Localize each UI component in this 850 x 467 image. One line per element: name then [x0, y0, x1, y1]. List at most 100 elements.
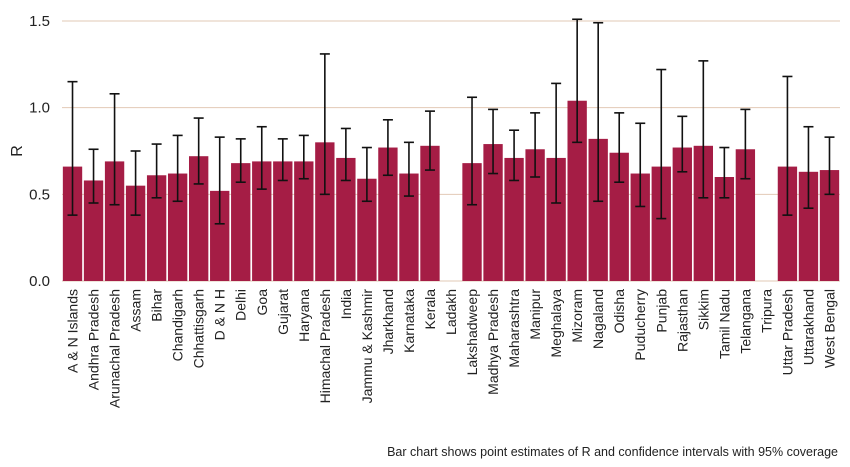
- x-category-label: Mizoram: [569, 289, 585, 343]
- error-bar: [109, 93, 120, 206]
- x-category-label: Tamil Nadu: [716, 289, 732, 359]
- bar: [546, 157, 566, 281]
- error-bar: [340, 127, 351, 182]
- x-category-label: Arunachal Pradesh: [107, 289, 123, 408]
- x-category-label: Himachal Pradesh: [317, 289, 333, 403]
- bar: [714, 177, 735, 281]
- x-category-label: Andhra Pradesh: [86, 289, 102, 390]
- x-category-label: Uttar Pradesh: [779, 289, 795, 375]
- error-bar: [424, 110, 435, 171]
- y-tick-label: 1.0: [29, 100, 50, 117]
- bar: [483, 144, 503, 281]
- error-bar: [509, 129, 520, 182]
- bar: [504, 157, 524, 281]
- error-bar: [319, 53, 330, 196]
- bar: [819, 170, 840, 281]
- error-bar: [151, 143, 162, 199]
- error-bar: [572, 18, 583, 144]
- x-category-label: Telangana: [737, 289, 753, 354]
- bar: [777, 166, 798, 281]
- x-category-label: Kerala: [422, 289, 438, 330]
- error-bar: [551, 82, 562, 204]
- bar: [672, 147, 692, 281]
- error-bar: [740, 108, 751, 180]
- x-category-label: Bihar: [149, 289, 165, 322]
- y-tick-label: 1.5: [29, 13, 50, 30]
- bar: [189, 156, 209, 281]
- bar: [588, 138, 608, 281]
- bar: [231, 163, 251, 281]
- bar: [378, 147, 398, 281]
- bar: [798, 171, 819, 281]
- error-bar: [530, 112, 541, 178]
- error-bar: [361, 146, 372, 203]
- bar: [167, 173, 188, 281]
- x-category-label: India: [338, 289, 354, 320]
- x-category-label: Delhi: [233, 289, 249, 321]
- x-category-label: Meghalaya: [548, 289, 564, 358]
- error-bar: [803, 125, 814, 209]
- x-category-label: Maharashtra: [506, 289, 522, 368]
- bar: [609, 152, 629, 281]
- error-bar: [824, 136, 835, 196]
- error-bars: [67, 18, 835, 225]
- bar: [630, 173, 650, 281]
- x-category-label: Sikkim: [695, 289, 711, 330]
- x-category-label: Ladakh: [443, 289, 459, 335]
- error-bar: [130, 150, 141, 216]
- error-bar: [593, 21, 604, 203]
- error-bar: [172, 134, 183, 203]
- error-bar: [256, 125, 267, 190]
- bar: [525, 149, 545, 281]
- error-bar: [298, 134, 309, 180]
- x-category-label: West Bengal: [821, 289, 837, 368]
- bar: [315, 142, 335, 281]
- error-bar: [403, 141, 414, 197]
- bar: [62, 166, 83, 281]
- error-bar: [277, 138, 288, 182]
- bar: [357, 178, 377, 281]
- error-bar: [656, 68, 667, 220]
- error-bar: [193, 117, 204, 185]
- error-bar: [235, 138, 246, 183]
- y-tick-label: 0.0: [29, 273, 50, 290]
- x-category-label: Rajasthan: [674, 289, 690, 352]
- bar: [104, 161, 125, 281]
- x-category-label: Lakshadweep: [464, 289, 480, 376]
- x-category-label: Assam: [128, 289, 144, 332]
- bar: [83, 180, 104, 281]
- y-tick-label: 0.5: [29, 186, 50, 203]
- error-bar: [88, 148, 99, 204]
- x-category-label: D & N H: [212, 289, 228, 340]
- x-category-label: Punjab: [653, 289, 669, 333]
- x-category-label: Puducherry: [632, 289, 648, 361]
- x-category-label: Jammu & Kashmir: [359, 289, 375, 404]
- error-bar: [488, 108, 499, 175]
- error-bar: [382, 119, 393, 177]
- x-category-label: A & N Islands: [65, 289, 81, 373]
- y-axis-title: R: [9, 145, 26, 157]
- x-category-label: Gujarat: [275, 289, 291, 335]
- bar: [125, 185, 146, 281]
- error-bar: [67, 80, 78, 216]
- bar: [210, 190, 230, 281]
- x-category-label: Odisha: [611, 289, 627, 334]
- error-bar: [698, 60, 709, 199]
- x-category-label: Karnataka: [401, 289, 417, 353]
- x-category-label: Chandigarh: [170, 289, 186, 361]
- error-bar: [719, 146, 730, 199]
- x-category-label: Goa: [254, 289, 270, 316]
- bar: [146, 175, 167, 281]
- error-bar: [614, 112, 625, 183]
- chart-caption: Bar chart shows point estimates of R and…: [387, 445, 838, 459]
- x-category-label: Chhattisgarh: [191, 289, 207, 368]
- bar: [735, 149, 756, 281]
- bar: [567, 100, 587, 281]
- x-category-label: Madhya Pradesh: [485, 289, 501, 395]
- bar: [252, 161, 272, 281]
- y-axis-ticks: 0.0 0.5 1.0 1.5: [29, 13, 50, 290]
- bar: [693, 145, 713, 281]
- error-bar: [467, 96, 478, 206]
- x-category-label: Jharkhand: [380, 289, 396, 354]
- bar: [420, 145, 440, 281]
